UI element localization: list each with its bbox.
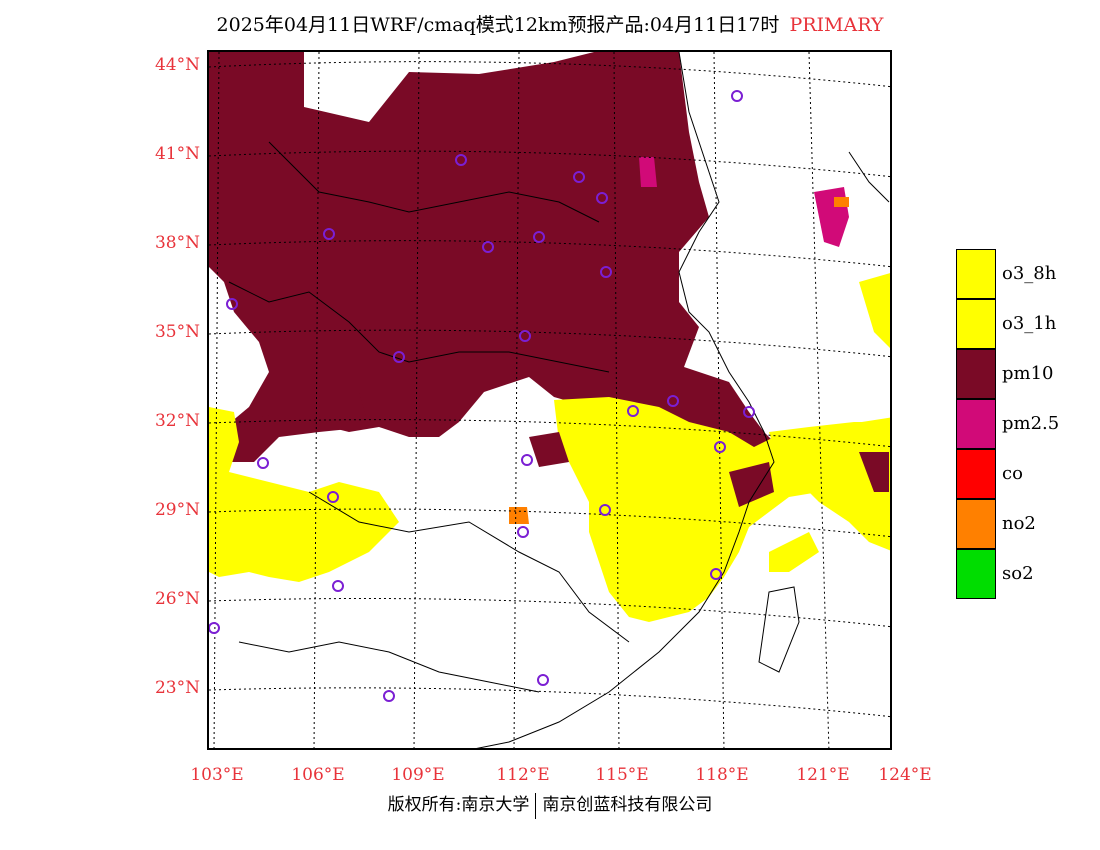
lat-label: 26°N <box>154 589 200 609</box>
footer-right: 南京创蓝科技有限公司 <box>542 795 713 815</box>
no2-region <box>509 507 529 524</box>
graticule <box>209 52 890 748</box>
legend-label: o3_1h <box>1002 313 1057 334</box>
legend-label: co <box>1002 463 1023 484</box>
legend: o3_8h o3_1h pm10 pm2.5 co no2 so2 <box>956 249 1076 599</box>
lon-label: 103°E <box>190 765 244 785</box>
legend-item-no2: no2 <box>956 499 1076 549</box>
lon-label: 118°E <box>695 765 749 785</box>
lat-label: 23°N <box>154 678 200 698</box>
legend-item-o3-1h: o3_1h <box>956 299 1076 349</box>
lon-label: 112°E <box>496 765 550 785</box>
lon-label: 121°E <box>796 765 850 785</box>
legend-label: so2 <box>1002 563 1034 584</box>
copyright-footer: 版权所有:南京大学 南京创蓝科技有限公司 <box>0 790 1100 819</box>
map-canvas <box>209 52 890 748</box>
legend-swatch <box>956 249 996 299</box>
title-tag: PRIMARY <box>789 14 884 36</box>
footer-left: 版权所有:南京大学 <box>387 795 530 815</box>
o3-region-west <box>209 407 399 582</box>
legend-label: pm10 <box>1002 363 1054 384</box>
legend-swatch <box>956 449 996 499</box>
lon-label: 109°E <box>391 765 445 785</box>
legend-item-co: co <box>956 449 1076 499</box>
lat-label: 41°N <box>154 144 200 164</box>
footer-separator <box>535 792 537 819</box>
forecast-map <box>207 50 892 750</box>
legend-label: pm2.5 <box>1002 413 1060 434</box>
legend-item-so2: so2 <box>956 549 1076 599</box>
legend-swatch <box>956 499 996 549</box>
city-markers <box>209 90 755 702</box>
map-title: 2025年04月11日WRF/cmaq模式12km预报产品:04月11日17时 P… <box>0 10 1100 37</box>
o3-region-ocean <box>769 422 890 551</box>
lat-label: 29°N <box>154 500 200 520</box>
lon-label: 124°E <box>878 765 932 785</box>
title-text: 2025年04月11日WRF/cmaq模式12km预报产品:04月11日17时 <box>216 14 780 36</box>
legend-label: no2 <box>1002 513 1036 534</box>
pm25-region <box>814 187 849 247</box>
legend-item-pm25: pm2.5 <box>956 399 1076 449</box>
legend-item-o3-8h: o3_8h <box>956 249 1076 299</box>
legend-item-pm10: pm10 <box>956 349 1076 399</box>
lat-label: 38°N <box>154 233 200 253</box>
lat-label: 32°N <box>154 411 200 431</box>
lon-label: 115°E <box>595 765 649 785</box>
pm10-region-sw <box>229 392 369 462</box>
legend-swatch <box>956 549 996 599</box>
lon-label: 106°E <box>291 765 345 785</box>
legend-label: o3_8h <box>1002 263 1057 284</box>
lat-label: 35°N <box>154 322 200 342</box>
legend-swatch <box>956 349 996 399</box>
legend-swatch <box>956 299 996 349</box>
legend-swatch <box>956 399 996 449</box>
pm10-region <box>209 52 779 462</box>
lat-label: 44°N <box>154 55 200 75</box>
